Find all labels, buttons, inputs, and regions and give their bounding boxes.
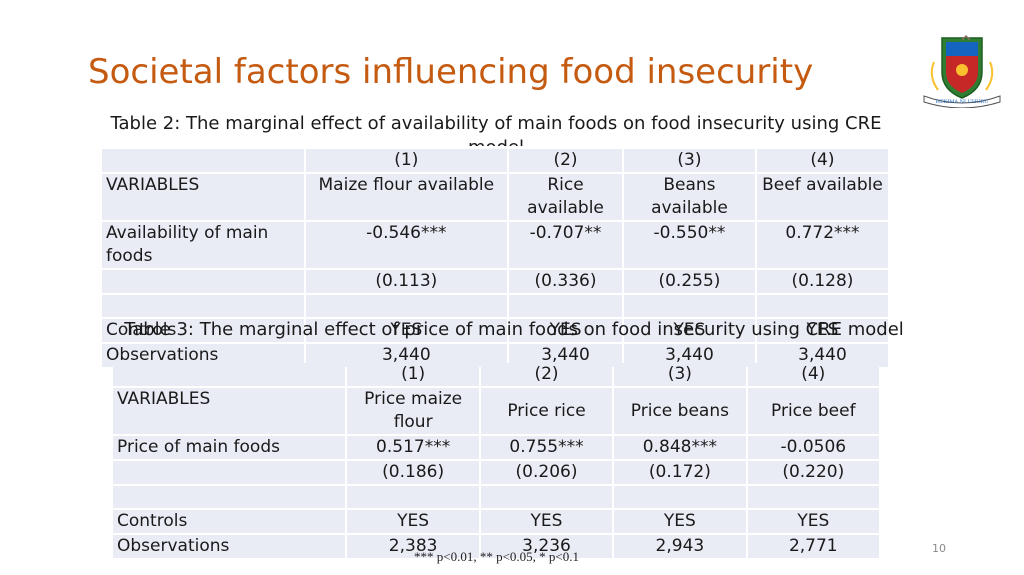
table2-caption: Table 2: The marginal effect of availabi… [110, 113, 882, 146]
page-number: 10 [932, 542, 946, 555]
value-cell: 3,236 [480, 535, 613, 558]
svg-text:HEKIMA NI UHURU: HEKIMA NI UHURU [936, 99, 989, 105]
header-number-cell: (2) [480, 363, 613, 386]
header-name-cell: Price maize flour [347, 388, 479, 434]
value-cell [614, 486, 746, 508]
value-cell [480, 486, 613, 508]
row-label-cell: Price of main foods [113, 436, 346, 459]
value-cell: 3,440 [509, 344, 622, 367]
value-cell: (0.128) [756, 270, 888, 293]
value-cell [756, 295, 888, 317]
value-cell: 0.772*** [756, 222, 888, 268]
value-cell: YES [480, 510, 613, 533]
value-cell: 3,440 [756, 344, 888, 367]
table-row: Observations 2,383 3,236 2,943 2,771 [113, 535, 879, 558]
header-name-cell: Price rice [480, 388, 613, 434]
header-name-cell: Price beef [747, 388, 879, 434]
value-cell: YES [756, 319, 888, 342]
value-cell: YES [305, 319, 508, 342]
table-row: (1) (2) (3) (4) [113, 363, 879, 386]
value-cell [305, 295, 508, 317]
row-label-cell: Observations [102, 344, 304, 367]
table-row: Price of main foods 0.517*** 0.755*** 0.… [113, 436, 879, 459]
header-name-cell: Price beans [614, 388, 746, 434]
header-number-cell [113, 363, 346, 386]
table-row: VARIABLES Price maize flour Price rice P… [113, 388, 879, 434]
value-cell [509, 295, 622, 317]
table-row: Controls YES YES YES YES [113, 510, 879, 533]
header-number-cell: (3) [614, 363, 746, 386]
value-cell: (0.172) [614, 461, 746, 484]
value-cell: -0.550** [623, 222, 755, 268]
table-row: Availability of main foods -0.546*** -0.… [102, 222, 888, 268]
value-cell: -0.707** [509, 222, 622, 268]
table-row: VARIABLES Maize flour available Rice ava… [102, 174, 888, 220]
value-cell: 0.848*** [614, 436, 746, 459]
value-cell: 0.755*** [480, 436, 613, 459]
value-cell [623, 295, 755, 317]
value-cell: (0.336) [509, 270, 622, 293]
header-number-cell: (4) [756, 149, 888, 172]
row-label-cell: Controls [113, 510, 346, 533]
value-cell: YES [509, 319, 622, 342]
value-cell: 3,440 [305, 344, 508, 367]
value-cell: 2,383 [347, 535, 479, 558]
value-cell: (0.220) [747, 461, 879, 484]
significance-footnote: *** p<0.01, ** p<0.05, * p<0.1 [414, 549, 579, 564]
table-row [102, 295, 888, 317]
table-row: (1) (2) (3) (4) [102, 149, 888, 172]
value-cell [747, 486, 879, 508]
header-number-cell [102, 149, 304, 172]
value-cell: 2,943 [614, 535, 746, 558]
header-number-cell: (4) [747, 363, 879, 386]
row-label-cell [113, 461, 346, 484]
value-cell [347, 486, 479, 508]
value-cell: 3,440 [623, 344, 755, 367]
table-row: (0.186) (0.206) (0.172) (0.220) [113, 461, 879, 484]
row-label-cell [102, 270, 304, 293]
header-number-cell: (2) [509, 149, 622, 172]
table-row: Observations 3,440 3,440 3,440 3,440 [102, 344, 888, 367]
value-cell: YES [614, 510, 746, 533]
header-variables-cell: VARIABLES [113, 388, 346, 434]
row-label-cell: Controls [102, 319, 304, 342]
table-3: (1) (2) (3) (4) VARIABLES Price maize fl… [111, 361, 881, 560]
value-cell: (0.113) [305, 270, 508, 293]
header-number-cell: (1) [305, 149, 508, 172]
header-name-cell: Beans available [623, 174, 755, 220]
value-cell: YES [747, 510, 879, 533]
header-number-cell: (3) [623, 149, 755, 172]
row-label-cell [113, 486, 346, 508]
header-name-cell: Beef available [756, 174, 888, 220]
value-cell: (0.255) [623, 270, 755, 293]
header-name-cell: Maize flour available [305, 174, 508, 220]
row-label-cell: Availability of main foods [102, 222, 304, 268]
table-row: Controls YES YES YES YES [102, 319, 888, 342]
university-crest-icon: HEKIMA NI UHURU [923, 34, 1001, 108]
table-2: (1) (2) (3) (4) VARIABLES Maize flour av… [100, 147, 890, 369]
value-cell: YES [347, 510, 479, 533]
table-row: (0.113) (0.336) (0.255) (0.128) [102, 270, 888, 293]
table-row [113, 486, 879, 508]
header-variables-cell: VARIABLES [102, 174, 304, 220]
value-cell: -0.0506 [747, 436, 879, 459]
value-cell: -0.546*** [305, 222, 508, 268]
row-label-cell [102, 295, 304, 317]
slide-title: Societal factors influencing food insecu… [88, 52, 814, 92]
row-label-cell: Observations [113, 535, 346, 558]
table3-caption: Table 3: The marginal effect of price of… [124, 319, 904, 340]
header-number-cell: (1) [347, 363, 479, 386]
value-cell: (0.186) [347, 461, 479, 484]
header-name-cell: Rice available [509, 174, 622, 220]
value-cell: (0.206) [480, 461, 613, 484]
value-cell: 2,771 [747, 535, 879, 558]
value-cell: YES [623, 319, 755, 342]
value-cell: 0.517*** [347, 436, 479, 459]
